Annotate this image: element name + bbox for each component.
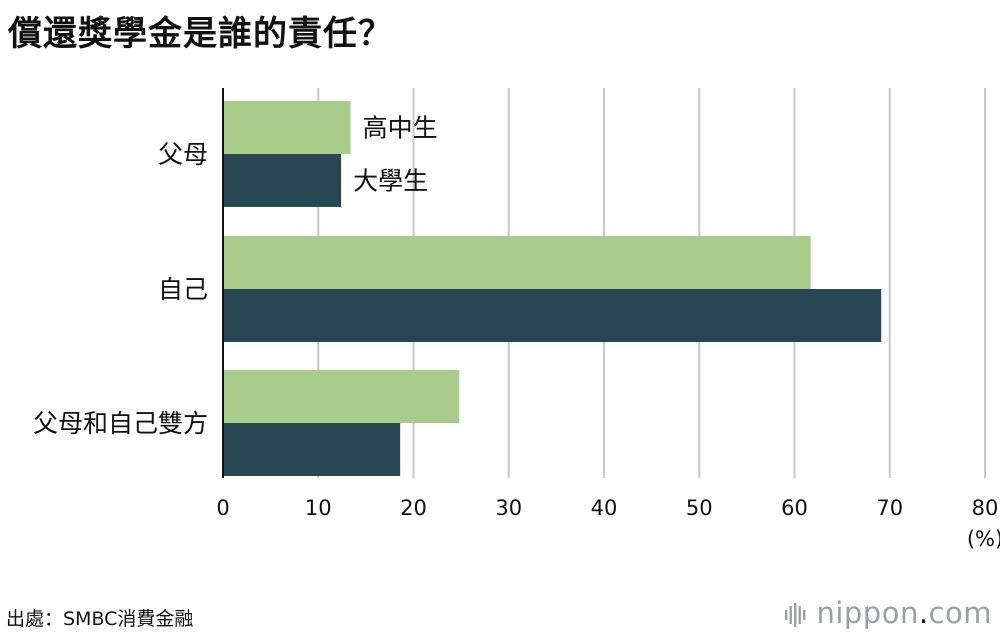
- series-label: 大學生: [353, 167, 428, 196]
- bar: [223, 101, 351, 154]
- brand-dot: .: [918, 596, 929, 630]
- x-tick-label: 40: [591, 496, 618, 520]
- x-tick-label: 0: [216, 496, 229, 520]
- brand-name: nippon: [816, 596, 919, 630]
- series-label: 高中生: [363, 114, 438, 143]
- brand-logo: nippon.com: [784, 596, 992, 630]
- x-tick-label: 30: [495, 496, 522, 520]
- x-tick-label: 50: [686, 496, 713, 520]
- category-label: 父母: [158, 140, 208, 169]
- bar: [223, 154, 342, 207]
- x-tick-label: 10: [305, 496, 332, 520]
- x-tick-label: 70: [876, 496, 903, 520]
- category-label: 父母和自己雙方: [33, 409, 208, 438]
- source-note: 出處：SMBC消費金融: [6, 608, 194, 630]
- bar: [223, 423, 401, 476]
- category-label: 自己: [158, 275, 208, 304]
- x-tick-label: 60: [781, 496, 808, 520]
- x-unit-label: (%): [967, 527, 1000, 551]
- x-tick-label: 20: [400, 496, 427, 520]
- bar: [223, 236, 811, 289]
- brand-tld: com: [928, 596, 992, 630]
- nippon-bars-logo-icon: [785, 603, 806, 627]
- x-tick-label: 80: [972, 496, 999, 520]
- bar: [223, 289, 882, 342]
- bar: [223, 370, 460, 423]
- chart-title: 償還獎學金是誰的責任？: [8, 14, 393, 54]
